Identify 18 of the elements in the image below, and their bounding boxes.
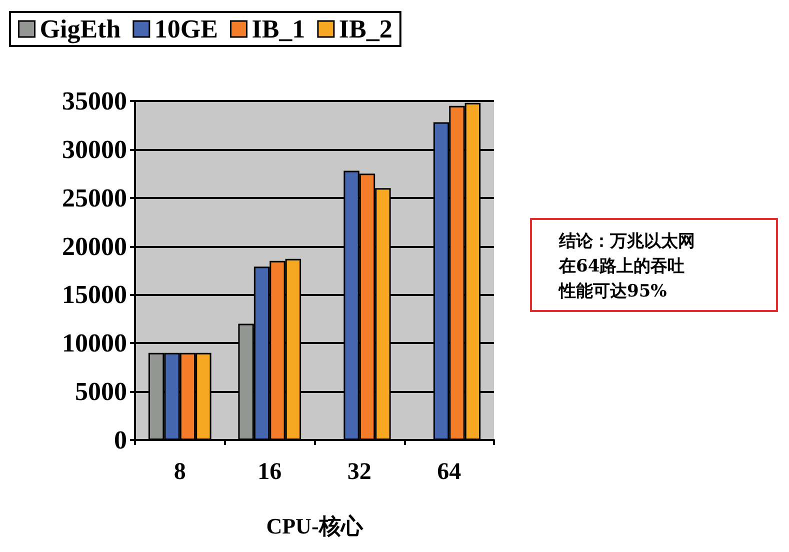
- legend-label: GigEth: [40, 14, 122, 44]
- y-tick-label: 0: [114, 426, 127, 454]
- x-tick-label: 64: [437, 459, 462, 485]
- legend-label: 10GE: [154, 14, 218, 44]
- legend-label: IB_2: [338, 14, 392, 44]
- text: 结论：万兆以太网在64路上的吞吐性能可达95%: [558, 232, 695, 302]
- legend-label: IB_1: [252, 14, 306, 44]
- y-tick-label: 5000: [75, 377, 127, 406]
- y-tick-label: 15000: [62, 280, 127, 310]
- x-tick-label: 16: [258, 459, 282, 485]
- y-tick-label: 35000: [62, 86, 127, 116]
- x-tick-label: 32: [347, 459, 372, 485]
- y-tick-label: 20000: [62, 232, 127, 261]
- y-tick-label: 10000: [62, 328, 127, 358]
- y-tick-label: 25000: [62, 183, 127, 212]
- x-axis-title: CPU-核心: [266, 514, 364, 538]
- x-tick-label: 8: [174, 459, 186, 485]
- y-tick-label: 30000: [62, 134, 127, 164]
